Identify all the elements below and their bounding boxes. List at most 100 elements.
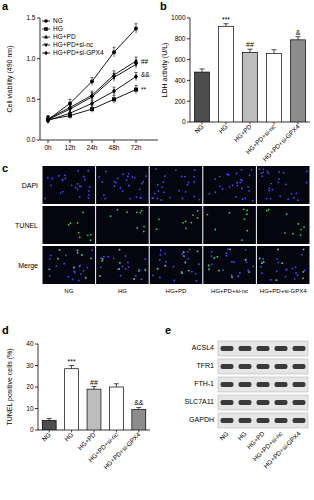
nucleus: [152, 197, 154, 199]
nucleus: [122, 265, 124, 267]
nucleus: [107, 256, 109, 258]
tunel-dot: [197, 210, 199, 212]
nucleus: [266, 198, 268, 200]
nucleus: [136, 196, 138, 198]
error-bar: [298, 37, 299, 40]
nucleus: [226, 173, 228, 175]
error-cap: [69, 105, 72, 106]
nucleus: [270, 198, 272, 200]
nucleus: [208, 193, 210, 195]
error-cap: [200, 68, 205, 69]
tunel-dot: [73, 267, 75, 269]
nucleus: [226, 255, 228, 257]
image-tile: [96, 206, 149, 244]
nucleus: [262, 258, 264, 260]
nucleus: [139, 188, 141, 190]
nucleus: [231, 274, 233, 276]
y-tick: [35, 387, 38, 388]
tunel-dot: [286, 213, 288, 215]
nucleus: [126, 179, 128, 181]
tunel-dot: [184, 262, 186, 264]
nucleus: [80, 185, 82, 187]
bar: [87, 389, 101, 430]
band: [239, 364, 252, 369]
nucleus: [78, 279, 80, 281]
nucleus: [304, 269, 306, 271]
series-marker: [134, 63, 138, 67]
legend-marker: [44, 51, 48, 56]
nucleus: [79, 196, 81, 198]
nucleus: [302, 271, 304, 273]
row-label: SLC7A11: [185, 398, 215, 405]
band: [257, 346, 270, 351]
tunel-dot: [59, 249, 61, 251]
nucleus: [47, 177, 49, 179]
nucleus: [181, 271, 183, 273]
band: [293, 364, 306, 369]
y-tick-label: 0.5: [26, 96, 35, 103]
nucleus: [268, 190, 270, 192]
image-bg: [43, 166, 96, 204]
nucleus: [158, 190, 160, 192]
panel-letter: c: [2, 162, 8, 174]
nucleus: [128, 173, 130, 175]
nucleus: [154, 193, 156, 195]
nucleus: [285, 183, 287, 185]
nucleus: [102, 258, 104, 260]
error-cap: [113, 47, 116, 48]
error-cap: [113, 87, 116, 88]
error-cap: [114, 383, 119, 384]
nucleus: [193, 196, 195, 198]
nucleus: [247, 186, 249, 188]
nucleus: [113, 257, 115, 259]
nucleus: [187, 184, 189, 186]
x-tick: [94, 430, 95, 433]
nucleus: [259, 258, 261, 260]
error-bar: [116, 384, 117, 387]
image-bg: [257, 246, 310, 284]
image-bg: [96, 206, 149, 244]
nucleus: [98, 176, 100, 178]
nucleus: [301, 254, 303, 256]
tunel-dot: [206, 214, 208, 216]
nucleus: [122, 173, 124, 175]
nucleus: [61, 179, 63, 181]
x-tick-label: 0h: [44, 144, 52, 151]
nucleus: [100, 257, 102, 259]
image-tile: [203, 246, 256, 284]
nucleus: [117, 268, 119, 270]
tunel-dot: [57, 258, 59, 260]
nucleus: [232, 184, 234, 186]
nucleus: [286, 268, 288, 270]
nucleus: [181, 253, 183, 255]
y-tick-label: 0.0: [26, 136, 35, 143]
tunel-dot: [143, 226, 145, 228]
nucleus: [103, 194, 105, 196]
legend-label: HG+PD+si-GPX4: [53, 49, 104, 56]
tunel-dot: [77, 222, 79, 224]
nucleus: [236, 182, 238, 184]
nucleus: [88, 190, 90, 192]
nucleus: [85, 277, 87, 279]
band: [239, 400, 252, 405]
nucleus: [140, 197, 142, 199]
nucleus: [248, 190, 250, 192]
nucleus: [77, 183, 79, 185]
x-tick-label: HG+PD: [76, 430, 97, 451]
y-tick: [187, 38, 190, 39]
image-tile: [43, 206, 96, 244]
x-tick: [202, 122, 203, 125]
y-axis: [40, 18, 41, 140]
nucleus: [188, 270, 190, 272]
tunel-dot: [90, 257, 92, 259]
annotation: **: [141, 86, 147, 93]
nucleus: [295, 266, 297, 268]
y-tick: [187, 59, 190, 60]
y-tick-label: 1000: [171, 14, 186, 21]
nucleus: [50, 185, 52, 187]
nucleus: [49, 258, 51, 260]
nucleus: [193, 181, 195, 183]
plot-area: [46, 24, 138, 124]
nucleus: [306, 171, 308, 173]
tunel-dot: [208, 265, 210, 267]
